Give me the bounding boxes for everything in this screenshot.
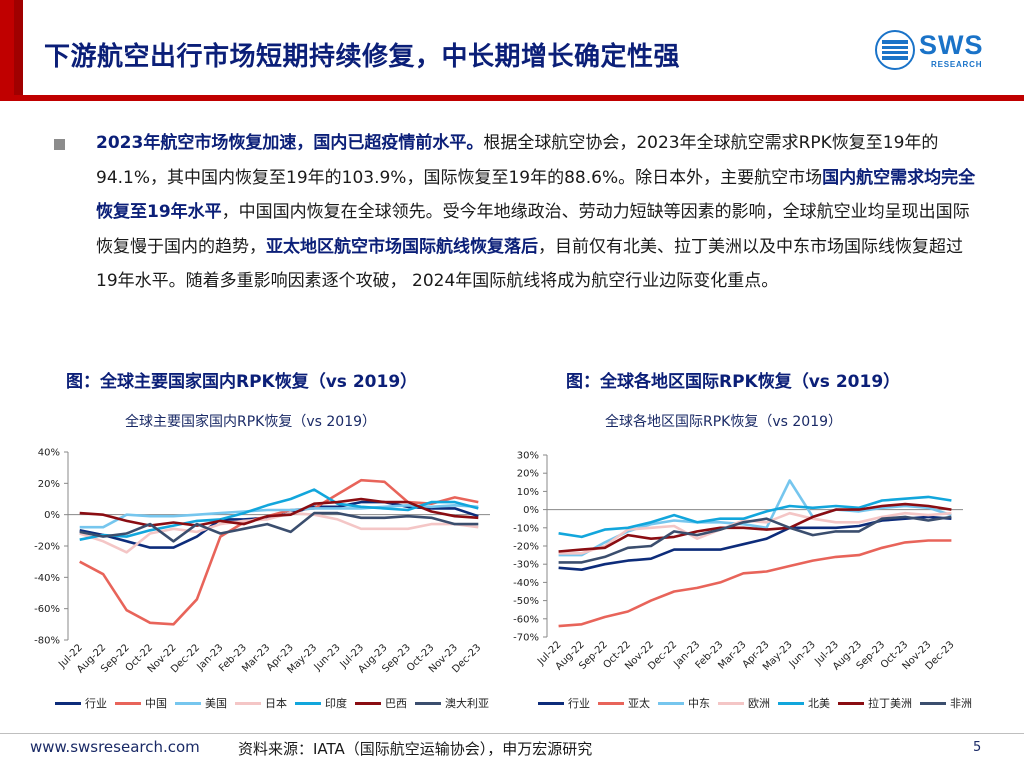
legend-item: 澳大利亚 bbox=[415, 695, 489, 711]
page-number: 5 bbox=[973, 740, 982, 755]
legend-item: 美国 bbox=[175, 695, 227, 711]
bullet-square-icon bbox=[54, 139, 65, 150]
legend-label: 美国 bbox=[205, 697, 227, 710]
y-tick-label: -20% bbox=[513, 542, 539, 553]
legend-item: 亚太 bbox=[598, 695, 650, 711]
y-tick-label: 40% bbox=[38, 448, 60, 459]
y-tick-label: -20% bbox=[34, 542, 60, 553]
series-line-4 bbox=[79, 488, 479, 541]
footer-divider bbox=[0, 733, 1024, 734]
domestic-rpk-chart: -80%-60%-40%-20%0%20%40%Jul-22Aug-22Sep-… bbox=[34, 448, 490, 676]
y-tick-label: 10% bbox=[517, 487, 539, 498]
para-bold-1: 2023年航空市场恢复加速，国内已超疫情前水平。 bbox=[96, 133, 484, 153]
legend-label: 澳大利亚 bbox=[445, 697, 489, 710]
legend-swatch bbox=[920, 701, 946, 705]
sws-logo-icon bbox=[875, 30, 915, 70]
y-tick-label: 0% bbox=[523, 505, 539, 516]
legend-label: 日本 bbox=[265, 697, 287, 710]
legend-item: 行业 bbox=[538, 695, 590, 711]
y-tick-label: -60% bbox=[513, 614, 539, 625]
legend-item: 非洲 bbox=[920, 695, 972, 711]
series-line-5 bbox=[558, 502, 952, 553]
y-tick-label: -70% bbox=[513, 633, 539, 644]
y-tick-label: -80% bbox=[34, 636, 60, 647]
legend-item: 拉丁美洲 bbox=[838, 695, 912, 711]
para-text-2: ，中国国内恢复在全球领先。受今年地缘政治、劳动力短缺等因素的影响，全球航空业均呈… bbox=[96, 202, 970, 257]
left-chart-title: 全球主要国家国内RPK恢复（vs 2019） bbox=[125, 414, 377, 430]
legend-swatch bbox=[175, 701, 201, 705]
legend-item: 行业 bbox=[55, 695, 107, 711]
footer-source: 资料来源：IATA（国际航空运输协会），申万宏源研究 bbox=[238, 740, 593, 758]
legend-label: 巴西 bbox=[385, 697, 407, 710]
left-accent-stripe-dark bbox=[14, 0, 23, 98]
x-tick-label: Jun-23 bbox=[312, 642, 343, 673]
legend-label: 北美 bbox=[808, 697, 830, 710]
legend-item: 巴西 bbox=[355, 695, 407, 711]
y-tick-label: 20% bbox=[38, 479, 60, 490]
legend-label: 亚太 bbox=[628, 697, 650, 710]
legend-swatch bbox=[838, 701, 864, 705]
y-tick-label: 20% bbox=[517, 469, 539, 480]
right-chart-title: 全球各地区国际RPK恢复（vs 2019） bbox=[605, 414, 843, 430]
page-title: 下游航空出行市场短期持续修复，中长期增长确定性强 bbox=[44, 42, 681, 72]
legend-label: 非洲 bbox=[950, 697, 972, 710]
series-line-0 bbox=[558, 515, 952, 571]
left-figure-title: 图：全球主要国家国内RPK恢复（vs 2019） bbox=[66, 372, 418, 392]
summary-paragraph: 2023年航空市场恢复加速，国内已超疫情前水平。根据全球航空协会，2023年全球… bbox=[96, 126, 976, 299]
y-tick-label: -40% bbox=[513, 578, 539, 589]
para-bold-3: 亚太地区航空市场国际航线恢复落后 bbox=[266, 236, 538, 257]
y-tick-label: -60% bbox=[34, 604, 60, 615]
legend-label: 欧洲 bbox=[748, 697, 770, 710]
legend-swatch bbox=[295, 701, 321, 705]
y-tick-label: -10% bbox=[513, 523, 539, 534]
legend-swatch bbox=[538, 701, 564, 705]
series-line-1 bbox=[558, 539, 952, 628]
legend-item: 日本 bbox=[235, 695, 287, 711]
left-chart-legend: 行业 中国 美国 日本 印度 巴西 澳大利亚 bbox=[55, 694, 497, 712]
legend-swatch bbox=[778, 701, 804, 705]
series-line-6 bbox=[79, 511, 479, 543]
legend-label: 中东 bbox=[688, 697, 710, 710]
legend-item: 北美 bbox=[778, 695, 830, 711]
legend-swatch bbox=[718, 701, 744, 705]
y-tick-label: -30% bbox=[513, 560, 539, 571]
legend-label: 中国 bbox=[145, 697, 167, 710]
legend-swatch bbox=[55, 701, 81, 705]
legend-label: 行业 bbox=[85, 697, 107, 710]
legend-swatch bbox=[415, 701, 441, 705]
legend-label: 印度 bbox=[325, 697, 347, 710]
header-divider bbox=[0, 95, 1024, 101]
legend-item: 中国 bbox=[115, 695, 167, 711]
y-tick-label: -50% bbox=[513, 596, 539, 607]
logo-subtext: RESEARCH bbox=[931, 60, 983, 69]
y-tick-label: 0% bbox=[44, 510, 60, 521]
legend-swatch bbox=[115, 701, 141, 705]
series-line-6 bbox=[558, 515, 952, 564]
legend-swatch bbox=[355, 701, 381, 705]
sws-logo: SWS RESEARCH bbox=[875, 30, 1005, 74]
para-bold-2: 国内航空需求均完全恢复至19年水平 bbox=[96, 167, 976, 223]
legend-swatch bbox=[598, 701, 624, 705]
legend-label: 行业 bbox=[568, 697, 590, 710]
legend-swatch bbox=[658, 701, 684, 705]
series-line-2 bbox=[79, 504, 479, 529]
legend-item: 印度 bbox=[295, 695, 347, 711]
right-chart-legend: 行业 亚太 中东 欧洲 北美 拉丁美洲 非洲 bbox=[538, 694, 980, 712]
international-rpk-chart: -70%-60%-50%-40%-30%-20%-10%0%10%20%30%J… bbox=[513, 451, 963, 673]
y-tick-label: 30% bbox=[517, 451, 539, 462]
logo-text: SWS bbox=[919, 30, 984, 60]
legend-swatch bbox=[235, 701, 261, 705]
right-figure-title: 图：全球各地区国际RPK恢复（vs 2019） bbox=[566, 372, 901, 392]
footer-url[interactable]: www.swsresearch.com bbox=[30, 738, 200, 756]
legend-label: 拉丁美洲 bbox=[868, 697, 912, 710]
para-text-3: ，目前仅有北美、拉丁美洲以及中东市场国际线恢复超过19年水平。随着多重影响因素逐… bbox=[96, 236, 963, 292]
legend-item: 中东 bbox=[658, 695, 710, 711]
series-line-4 bbox=[558, 495, 952, 539]
para-text-1: 根据全球航空协会，2023年全球航空需求RPK恢复至19年的94.1%，其中国内… bbox=[96, 133, 939, 188]
legend-item: 欧洲 bbox=[718, 695, 770, 711]
y-tick-label: -40% bbox=[34, 573, 60, 584]
